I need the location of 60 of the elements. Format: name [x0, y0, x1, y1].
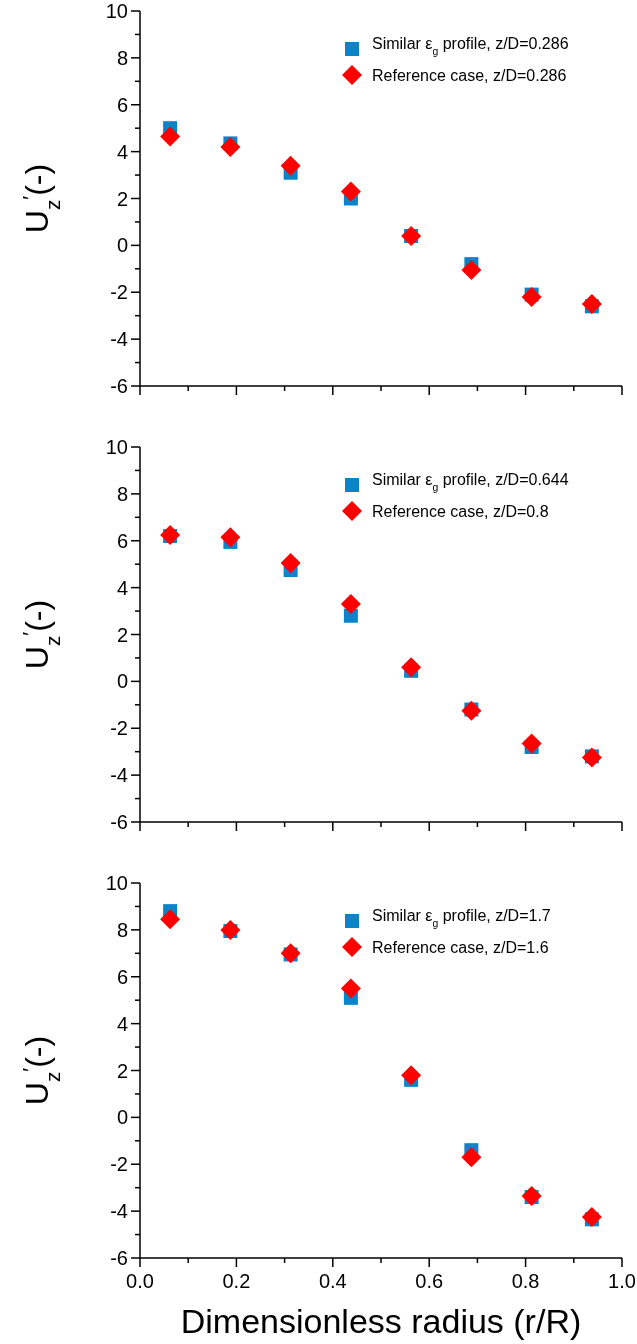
x-tick-label: 0.0 [126, 1270, 154, 1292]
legend-label: Reference case, z/D=1.6 [372, 938, 549, 956]
x-tick-label: 0.2 [222, 1270, 251, 1292]
y-tick-label: 4 [116, 140, 128, 163]
y-tick-label: 2 [116, 187, 128, 210]
y-tick-label: -6 [110, 811, 128, 833]
y-tick-label: 8 [116, 46, 128, 69]
y-tick-label: -4 [110, 764, 128, 787]
point [401, 1065, 422, 1086]
point [521, 733, 542, 754]
point [581, 1206, 602, 1227]
x-tick-label: 0.8 [511, 1270, 540, 1292]
y-tick-label: 4 [116, 1012, 128, 1035]
point [160, 524, 181, 545]
y-tick-label: 4 [116, 576, 128, 599]
point [280, 553, 301, 574]
y-tick-label: -2 [110, 717, 128, 740]
y-tick-label: -6 [110, 375, 128, 397]
x-axis-title: Dimensionless radius (r/R) [180, 1302, 582, 1340]
y-tick-label: 2 [116, 623, 128, 646]
y-tick-label: 10 [105, 436, 128, 458]
y-tick-label: 8 [116, 918, 128, 941]
point [340, 978, 361, 999]
point [160, 126, 181, 147]
point [521, 1185, 542, 1206]
x-tick-label: 0.4 [318, 1270, 347, 1292]
point [160, 909, 181, 930]
x-tick-label: 0.6 [415, 1270, 444, 1292]
y-tick-label: 8 [116, 482, 128, 505]
y-tick-label: 10 [105, 872, 128, 894]
y-tick-label: 6 [116, 93, 128, 116]
y-tick-label: 10 [105, 0, 128, 22]
y-tick-label: -4 [110, 328, 128, 351]
legend-label: Reference case, z/D=0.8 [372, 502, 549, 520]
legend-label: Similar ε$_{g}$ profile, z/D=0.286 [372, 35, 569, 57]
point [461, 259, 482, 280]
x-tick-label: 1.0 [608, 1270, 636, 1292]
y-tick-label: -2 [110, 281, 128, 304]
point [220, 919, 241, 940]
point [340, 181, 361, 202]
y-tick-label: -2 [110, 1153, 128, 1176]
legend-label: Similar ε$_{g}$ profile, z/D=1.7 [372, 907, 551, 929]
point [461, 1147, 482, 1168]
y-tick-label: 6 [116, 965, 128, 988]
point [581, 293, 602, 314]
y-tick-label: 6 [116, 529, 128, 552]
point [280, 155, 301, 176]
y-tick-label: -6 [110, 1247, 128, 1269]
legend-label: Similar ε$_{g}$ profile, z/D=0.644 [372, 471, 569, 493]
y-tick-label: 0 [116, 670, 128, 693]
legend-label: Reference case, z/D=0.286 [372, 66, 567, 84]
point [401, 657, 422, 678]
point [521, 286, 542, 307]
point [220, 527, 241, 548]
y-tick-label: -4 [110, 1200, 128, 1223]
point [220, 136, 241, 157]
y-tick-label: 0 [116, 1106, 128, 1129]
point [340, 594, 361, 615]
y-tick-label: 0 [116, 234, 128, 257]
y-tick-label: 2 [116, 1059, 128, 1082]
